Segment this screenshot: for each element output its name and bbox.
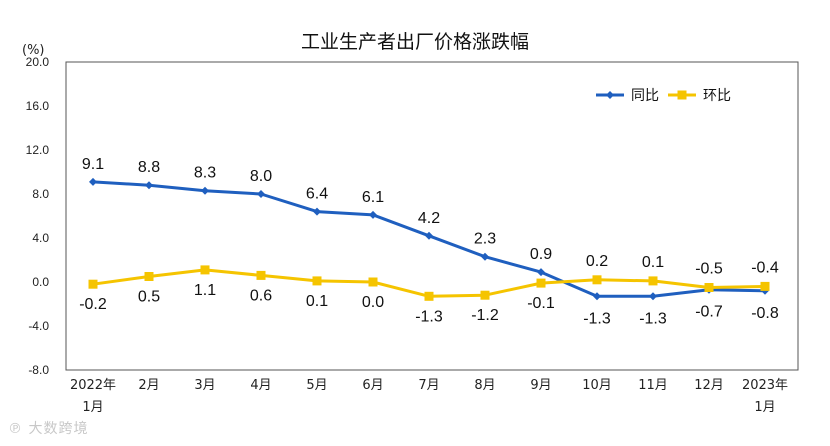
mom-point [368, 277, 378, 287]
mom-data-label: -0.5 [695, 261, 723, 278]
mom-point [704, 283, 714, 292]
yoy-point [201, 186, 209, 195]
y-tick-label: 20.0 [26, 55, 50, 69]
yoy-data-label: 0.9 [530, 246, 552, 263]
x-tick-label: 2月 [138, 378, 159, 393]
mom-point [760, 281, 770, 291]
y-axis-ticks: 20.0 16.0 12.0 8.0 4.0 0.0 -4.0 -8.0 [26, 55, 50, 377]
mom-data-label: -0.1 [527, 295, 555, 312]
x-tick-label: 7月 [418, 378, 439, 393]
mom-data-label: 0.1 [642, 254, 664, 271]
legend-diamond-icon [606, 91, 614, 99]
yoy-point [145, 181, 153, 190]
legend-label: 同比 [631, 88, 659, 104]
yoy-data-label: 8.3 [194, 165, 216, 182]
mom-point [144, 272, 154, 281]
mom-point [480, 290, 490, 300]
mom-point [312, 276, 322, 286]
mom-point [536, 278, 546, 288]
yoy-point [649, 292, 657, 301]
y-tick-label: 8.0 [32, 187, 49, 201]
x-tick-label: 8月 [474, 378, 495, 393]
plot-frame [65, 61, 799, 371]
mom-point [648, 276, 658, 286]
x-tick-label: 4月 [250, 378, 271, 393]
x-tick-label-line2: 1月 [754, 400, 775, 415]
yoy-data-label: -1.3 [583, 310, 611, 327]
mom-data-label: 1.1 [194, 282, 216, 299]
yoy-data-label: 8.0 [250, 168, 272, 185]
mom-data-label: 0.0 [362, 294, 384, 311]
x-tick-label: 6月 [362, 378, 383, 393]
mom-point [256, 270, 266, 280]
yoy-data-label: 8.8 [138, 159, 160, 176]
yoy-data-label: 2.3 [474, 231, 496, 248]
x-tick-label-line2: 1月 [82, 400, 103, 415]
mom-data-label: 0.2 [586, 253, 608, 270]
y-tick-label: 4.0 [32, 231, 49, 245]
mom-data-label: -0.2 [79, 296, 107, 313]
yoy-data-label: -1.3 [639, 310, 667, 327]
yoy-point [593, 292, 601, 301]
yoy-point [369, 210, 377, 219]
yoy-data-label: -0.7 [695, 304, 723, 321]
mom-data-label: -1.2 [471, 307, 499, 324]
mom-point [88, 279, 98, 289]
legend-label: 环比 [703, 88, 731, 104]
data-labels: 9.1 8.8 8.3 8.0 6.4 6.1 4.2 2.3 0.9 -1.3 -1.3 -0.7 -… [79, 156, 779, 327]
yoy-data-label: 6.1 [362, 189, 384, 206]
yoy-point [313, 207, 321, 216]
y-tick-label: 16.0 [26, 99, 50, 113]
mom-point [424, 291, 434, 301]
x-tick-label: 12月 [694, 378, 724, 393]
yoy-data-label: 4.2 [418, 210, 440, 227]
chart-title: 工业生产者出厂价格涨跌幅 [301, 31, 529, 53]
yoy-data-label: 9.1 [82, 156, 104, 173]
mom-data-label: 0.6 [250, 287, 272, 304]
legend: 同比 环比 [596, 88, 731, 104]
x-tick-label: 10月 [582, 378, 612, 393]
mom-data-label: 0.1 [306, 293, 328, 310]
mom-data-label: 0.5 [138, 289, 160, 306]
yoy-point [89, 177, 97, 186]
watermark-logo-icon: ℗ [8, 421, 23, 437]
mom-data-label: -0.4 [751, 259, 779, 276]
yoy-point [481, 252, 489, 261]
yoy-point [537, 268, 545, 277]
y-tick-label: -8.0 [28, 363, 49, 377]
x-tick-label: 2022年 [70, 378, 116, 393]
watermark-text: 大数跨境 [28, 421, 89, 437]
x-tick-label: 3月 [194, 378, 215, 393]
y-tick-label: 0.0 [32, 275, 49, 289]
watermark: ℗ 大数跨境 [8, 418, 88, 438]
x-tick-label: 11月 [638, 378, 668, 393]
mom-point [200, 265, 210, 275]
mom-data-label: -1.3 [415, 308, 443, 325]
yoy-point [257, 190, 265, 198]
y-tick-label: -4.0 [28, 319, 49, 333]
x-axis-ticks: 2022年 1月 2月 3月 4月 5月 6月 7月 8月 9月 10月 11月 12月 2023年 1月 [70, 378, 788, 415]
legend-square-icon [677, 90, 687, 100]
y-axis-unit: (%) [22, 43, 45, 58]
yoy-data-label: -0.8 [751, 305, 779, 322]
x-tick-label: 5月 [306, 378, 327, 393]
yoy-point [425, 231, 433, 240]
x-tick-label: 2023年 [742, 378, 788, 393]
mom-point [592, 275, 602, 285]
x-tick-label: 9月 [530, 378, 551, 393]
series-layer [88, 177, 770, 301]
y-tick-label: 12.0 [26, 143, 50, 157]
yoy-data-label: 6.4 [306, 186, 328, 203]
